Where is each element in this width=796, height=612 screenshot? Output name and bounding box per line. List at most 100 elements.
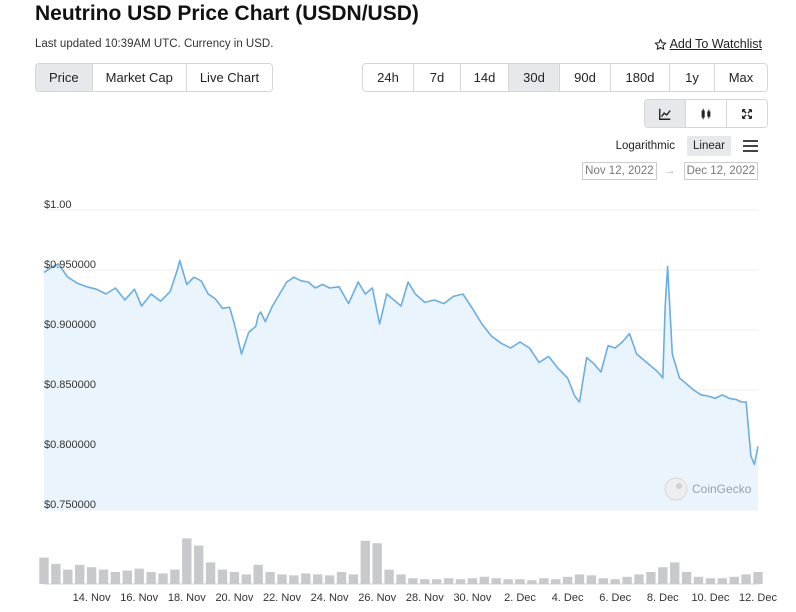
volume-bar	[432, 579, 442, 584]
range-max[interactable]: Max	[715, 64, 767, 91]
tab-market-cap[interactable]: Market Cap	[92, 64, 187, 91]
volume-bar	[289, 575, 299, 584]
hamburger-menu-icon[interactable]	[743, 140, 758, 152]
range-90d[interactable]: 90d	[560, 64, 611, 91]
volume-bar	[598, 578, 608, 584]
volume-bar	[253, 564, 263, 584]
watchlist-label: Add To Watchlist	[669, 37, 762, 51]
expand-button[interactable]	[727, 100, 767, 127]
y-tick-label: $0.950000	[44, 259, 96, 271]
volume-bar	[170, 569, 180, 584]
add-to-watchlist-link[interactable]: Add To Watchlist	[654, 37, 762, 51]
volume-bar	[384, 569, 394, 584]
volume-bar	[110, 572, 121, 584]
volume-bar	[717, 578, 727, 584]
volume-bar	[467, 578, 478, 584]
x-tick-label: 8. Dec	[647, 592, 679, 604]
x-tick-label: 24. Nov	[311, 592, 349, 604]
range-30d[interactable]: 30d	[509, 64, 560, 91]
volume-bar	[229, 572, 240, 584]
volume-bar	[658, 567, 668, 584]
volume-bar	[420, 579, 430, 584]
volume-bar	[360, 540, 370, 584]
expand-icon	[741, 108, 753, 119]
volume-bar	[503, 579, 513, 584]
volume-bar	[574, 574, 585, 584]
range-1y[interactable]: 1y	[670, 64, 715, 91]
volume-bar	[39, 557, 49, 584]
linear-option[interactable]: Linear	[687, 136, 731, 156]
volume-bar	[729, 576, 739, 584]
range-180d[interactable]: 180d	[611, 64, 670, 91]
volume-bar	[134, 568, 144, 584]
chart-type-tabs: Price Market Cap Live Chart	[35, 63, 274, 92]
chart-view-buttons	[644, 99, 768, 128]
x-tick-label: 4. Dec	[552, 592, 584, 604]
volume-bar	[194, 545, 204, 584]
volume-bar	[527, 580, 537, 584]
y-tick-label: $0.900000	[44, 319, 96, 331]
volume-bar	[586, 575, 597, 584]
date-range-picker: Nov 12, 2022 → Dec 12, 2022	[582, 162, 758, 180]
x-tick-label: 28. Nov	[406, 592, 444, 604]
logarithmic-option[interactable]: Logarithmic	[615, 140, 676, 152]
date-to-input[interactable]: Dec 12, 2022	[683, 162, 758, 180]
volume-bar	[479, 576, 489, 584]
volume-bar	[122, 570, 132, 584]
price-series-line	[43, 259, 759, 466]
coingecko-watermark: CoinGecko	[664, 477, 752, 501]
volume-bar	[158, 573, 168, 584]
volume-bar	[753, 572, 763, 584]
volume-bar	[51, 563, 61, 584]
volume-bar	[622, 576, 632, 584]
last-updated-text: Last updated 10:39AM UTC. Currency in US…	[35, 38, 274, 50]
volume-bar	[515, 579, 525, 584]
watermark-text: CoinGecko	[692, 482, 752, 496]
y-tick-label: $1.00	[44, 199, 72, 211]
x-tick-label: 16. Nov	[120, 592, 158, 604]
line-chart-button[interactable]	[645, 100, 686, 127]
volume-bar	[205, 562, 216, 584]
volume-bar	[241, 574, 251, 584]
volume-bar	[63, 569, 73, 584]
volume-bar	[455, 579, 466, 584]
y-tick-label: $0.750000	[44, 499, 96, 511]
line-chart-icon	[659, 108, 671, 120]
volume-bar	[693, 576, 704, 584]
volume-bar	[277, 574, 287, 584]
volume-bar	[313, 574, 323, 584]
date-arrow: →	[664, 165, 676, 177]
scale-toggle: Logarithmic Linear	[610, 136, 758, 156]
tab-price[interactable]: Price	[36, 64, 93, 91]
volume-bar	[182, 538, 192, 584]
x-tick-label: 10. Dec	[691, 592, 729, 604]
x-tick-label: 14. Nov	[73, 592, 111, 604]
volume-bar	[551, 579, 561, 584]
volume-bar	[681, 572, 692, 584]
volume-bar	[396, 574, 406, 584]
x-tick-label: 12. Dec	[739, 592, 777, 604]
volume-bar	[610, 579, 620, 584]
volume-bar	[491, 578, 501, 584]
y-tick-label: $0.800000	[44, 439, 96, 451]
x-tick-label: 18. Nov	[168, 592, 206, 604]
volume-bar	[75, 564, 85, 584]
tab-live-chart[interactable]: Live Chart	[186, 64, 273, 91]
volume-bar	[741, 574, 751, 584]
range-7d[interactable]: 7d	[414, 64, 461, 91]
volume-bar	[539, 578, 549, 584]
volume-bar	[324, 575, 335, 584]
volume-bar	[408, 578, 418, 584]
volume-bar	[646, 572, 656, 584]
candlestick-button[interactable]	[686, 100, 727, 127]
x-tick-label: 26. Nov	[358, 592, 396, 604]
volume-bar	[336, 572, 347, 584]
star-icon	[654, 38, 666, 50]
volume-bar	[146, 572, 156, 584]
date-from-input[interactable]: Nov 12, 2022	[582, 162, 657, 180]
range-14d[interactable]: 14d	[461, 64, 509, 91]
range-24h[interactable]: 24h	[363, 64, 414, 91]
volume-bar	[98, 569, 109, 584]
volume-bar	[301, 573, 311, 584]
